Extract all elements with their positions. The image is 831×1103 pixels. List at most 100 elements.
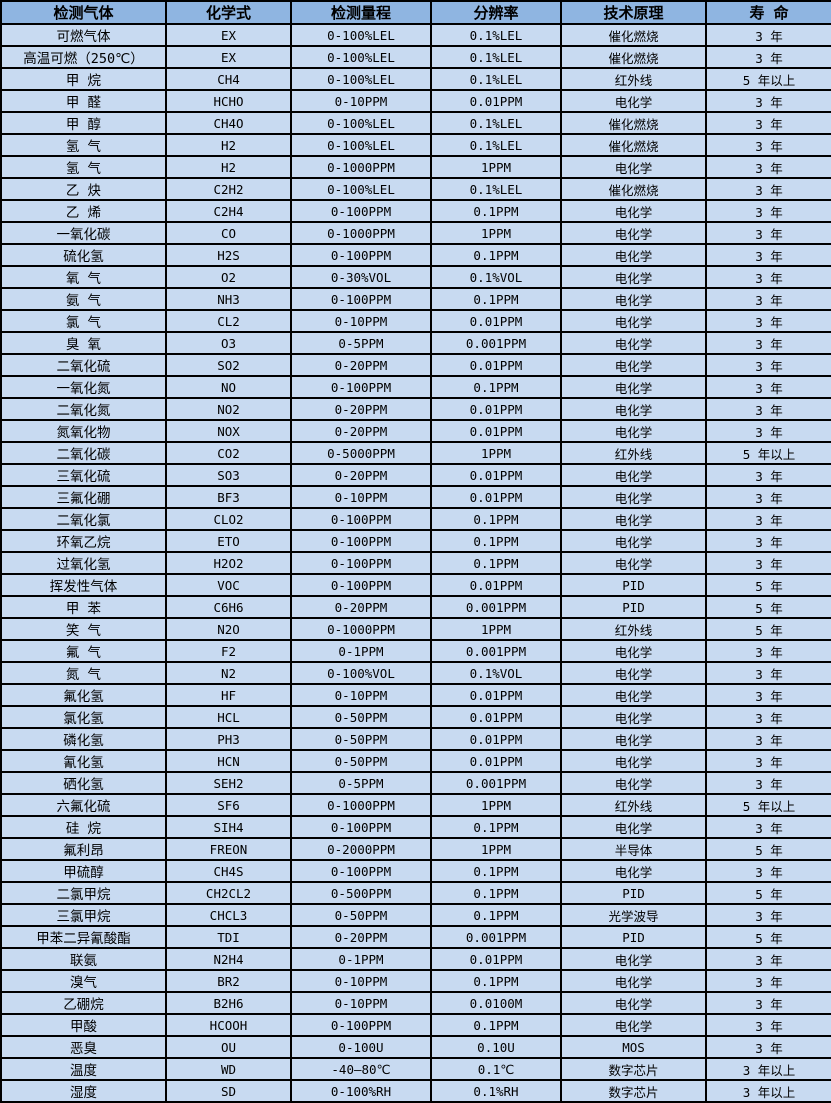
detection-range-cell: 0-1000PPM bbox=[290, 617, 432, 641]
detection-range-cell: 0-10PPM bbox=[290, 969, 432, 993]
chemical-formula-cell: HCHO bbox=[165, 89, 292, 113]
gas-name-cell: 六氟化硫 bbox=[0, 793, 167, 817]
table-row: 甲酸 HCOOH 0-100PPM 0.1PPM 电化学 3 年 bbox=[0, 1013, 831, 1037]
detection-range-cell: 0-2000PPM bbox=[290, 837, 432, 861]
gas-name-cell: 甲苯二异氰酸酯 bbox=[0, 925, 167, 949]
lifespan-cell: 5 年以上 bbox=[705, 793, 831, 817]
gas-name-cell: 硅 烷 bbox=[0, 815, 167, 839]
lifespan-cell: 3 年 bbox=[705, 661, 831, 685]
chemical-formula-cell: H2 bbox=[165, 155, 292, 179]
gas-name-cell: 环氧乙烷 bbox=[0, 529, 167, 553]
chemical-formula-cell: N2O bbox=[165, 617, 292, 641]
resolution-cell: 0.1PPM bbox=[430, 815, 562, 839]
table-row: 磷化氢 PH3 0-50PPM 0.01PPM 电化学 3 年 bbox=[0, 727, 831, 751]
table-row: 二氧化氯 CLO2 0-100PPM 0.1PPM 电化学 3 年 bbox=[0, 507, 831, 531]
chemical-formula-cell: CH2CL2 bbox=[165, 881, 292, 905]
detection-range-cell: 0-1000PPM bbox=[290, 221, 432, 245]
chemical-formula-cell: O2 bbox=[165, 265, 292, 289]
lifespan-cell: 3 年 bbox=[705, 1035, 831, 1059]
detection-range-cell: 0-20PPM bbox=[290, 463, 432, 487]
technology-cell: 红外线 bbox=[560, 441, 707, 465]
chemical-formula-cell: CHCL3 bbox=[165, 903, 292, 927]
lifespan-cell: 3 年 bbox=[705, 727, 831, 751]
gas-name-cell: 二氯甲烷 bbox=[0, 881, 167, 905]
table-row: 氧 气 O2 0-30%VOL 0.1%VOL 电化学 3 年 bbox=[0, 265, 831, 289]
chemical-formula-cell: SIH4 bbox=[165, 815, 292, 839]
resolution-cell: 0.1PPM bbox=[430, 243, 562, 267]
technology-cell: 电化学 bbox=[560, 507, 707, 531]
technology-cell: 电化学 bbox=[560, 551, 707, 575]
resolution-cell: 0.1%LEL bbox=[430, 45, 562, 69]
gas-name-cell: 甲硫醇 bbox=[0, 859, 167, 883]
technology-cell: 红外线 bbox=[560, 793, 707, 817]
table-row: 二氧化氮 NO2 0-20PPM 0.01PPM 电化学 3 年 bbox=[0, 397, 831, 421]
gas-name-cell: 挥发性气体 bbox=[0, 573, 167, 597]
detection-range-cell: 0-100%LEL bbox=[290, 177, 432, 201]
technology-cell: 数字芯片 bbox=[560, 1057, 707, 1081]
chemical-formula-cell: SEH2 bbox=[165, 771, 292, 795]
chemical-formula-cell: CLO2 bbox=[165, 507, 292, 531]
resolution-cell: 0.0100M bbox=[430, 991, 562, 1015]
resolution-cell: 0.01PPM bbox=[430, 419, 562, 443]
chemical-formula-cell: H2 bbox=[165, 133, 292, 157]
table-row: 氰化氢 HCN 0-50PPM 0.01PPM 电化学 3 年 bbox=[0, 749, 831, 773]
detection-range-cell: 0-100PPM bbox=[290, 375, 432, 399]
column-header: 检测量程 bbox=[290, 0, 432, 25]
detection-range-cell: 0-50PPM bbox=[290, 727, 432, 751]
lifespan-cell: 3 年 bbox=[705, 243, 831, 267]
lifespan-cell: 3 年 bbox=[705, 749, 831, 773]
lifespan-cell: 3 年 bbox=[705, 815, 831, 839]
gas-name-cell: 氨 气 bbox=[0, 287, 167, 311]
gas-name-cell: 氢 气 bbox=[0, 133, 167, 157]
gas-name-cell: 臭 氧 bbox=[0, 331, 167, 355]
chemical-formula-cell: BF3 bbox=[165, 485, 292, 509]
table-row: 臭 氧 O3 0-5PPM 0.001PPM 电化学 3 年 bbox=[0, 331, 831, 355]
gas-name-cell: 甲酸 bbox=[0, 1013, 167, 1037]
technology-cell: 数字芯片 bbox=[560, 1079, 707, 1103]
lifespan-cell: 3 年以上 bbox=[705, 1079, 831, 1103]
detection-range-cell: 0-100PPM bbox=[290, 507, 432, 531]
table-row: 一氧化碳 CO 0-1000PPM 1PPM 电化学 3 年 bbox=[0, 221, 831, 245]
table-row: 可燃气体 EX 0-100%LEL 0.1%LEL 催化燃烧 3 年 bbox=[0, 23, 831, 47]
gas-name-cell: 氧 气 bbox=[0, 265, 167, 289]
chemical-formula-cell: CO2 bbox=[165, 441, 292, 465]
lifespan-cell: 3 年 bbox=[705, 991, 831, 1015]
chemical-formula-cell: FREON bbox=[165, 837, 292, 861]
table-row: 三氧化硫 SO3 0-20PPM 0.01PPM 电化学 3 年 bbox=[0, 463, 831, 487]
column-header: 化学式 bbox=[165, 0, 292, 25]
technology-cell: 电化学 bbox=[560, 265, 707, 289]
gas-name-cell: 溴气 bbox=[0, 969, 167, 993]
lifespan-cell: 3 年 bbox=[705, 859, 831, 883]
technology-cell: 电化学 bbox=[560, 859, 707, 883]
resolution-cell: 0.1%LEL bbox=[430, 67, 562, 91]
detection-range-cell: 0-10PPM bbox=[290, 991, 432, 1015]
chemical-formula-cell: HCL bbox=[165, 705, 292, 729]
technology-cell: MOS bbox=[560, 1035, 707, 1059]
detection-range-cell: 0-100%VOL bbox=[290, 661, 432, 685]
technology-cell: 催化燃烧 bbox=[560, 23, 707, 47]
lifespan-cell: 3 年以上 bbox=[705, 1057, 831, 1081]
resolution-cell: 0.01PPM bbox=[430, 309, 562, 333]
chemical-formula-cell: PH3 bbox=[165, 727, 292, 751]
resolution-cell: 0.1PPM bbox=[430, 507, 562, 531]
table-row: 恶臭 OU 0-100U 0.10U MOS 3 年 bbox=[0, 1035, 831, 1059]
lifespan-cell: 3 年 bbox=[705, 969, 831, 993]
technology-cell: 电化学 bbox=[560, 221, 707, 245]
lifespan-cell: 3 年 bbox=[705, 111, 831, 135]
column-header: 技术原理 bbox=[560, 0, 707, 25]
resolution-cell: 1PPM bbox=[430, 441, 562, 465]
chemical-formula-cell: CL2 bbox=[165, 309, 292, 333]
gas-name-cell: 乙 烯 bbox=[0, 199, 167, 223]
technology-cell: 电化学 bbox=[560, 463, 707, 487]
gas-name-cell: 二氧化氯 bbox=[0, 507, 167, 531]
lifespan-cell: 3 年 bbox=[705, 375, 831, 399]
resolution-cell: 0.01PPM bbox=[430, 485, 562, 509]
detection-range-cell: 0-100%LEL bbox=[290, 133, 432, 157]
lifespan-cell: 3 年 bbox=[705, 463, 831, 487]
technology-cell: 电化学 bbox=[560, 375, 707, 399]
detection-range-cell: 0-100PPM bbox=[290, 529, 432, 553]
detection-range-cell: 0-20PPM bbox=[290, 925, 432, 949]
table-row: 硒化氢 SEH2 0-5PPM 0.001PPM 电化学 3 年 bbox=[0, 771, 831, 795]
table-row: 氮氧化物 NOX 0-20PPM 0.01PPM 电化学 3 年 bbox=[0, 419, 831, 443]
chemical-formula-cell: CH4O bbox=[165, 111, 292, 135]
